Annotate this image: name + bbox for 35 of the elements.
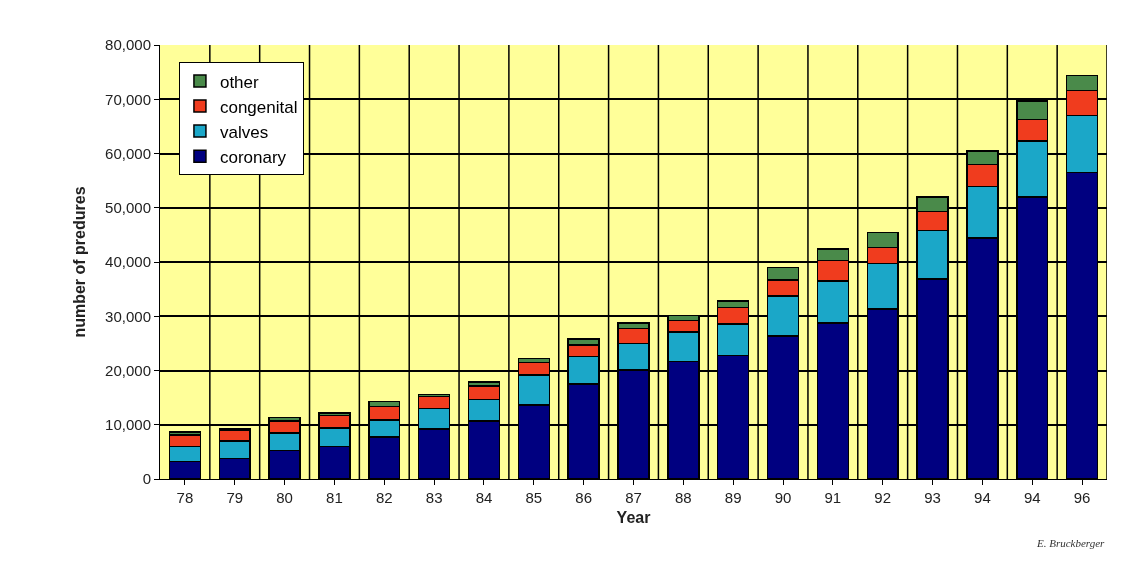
y-tick-label: 30,000 [105,307,151,325]
x-axis-title: Year [616,508,651,526]
x-tick-label: 86 [575,489,592,506]
x-tick-label: 93 [924,489,941,506]
x-tick-label: 84 [475,489,493,506]
x-tick-label: 92 [874,489,892,506]
legend-label: coronary [219,147,287,167]
y-axis-title: number of predures [71,186,89,338]
y-tick-label: 70,000 [105,90,151,108]
x-tick-label: 88 [675,489,692,506]
y-tick-label: 20,000 [105,361,151,379]
x-tick-label: 94 [974,489,991,506]
x-tick-label: 90 [774,489,792,506]
x-tick-label: 81 [326,489,343,506]
x-tick-label: 79 [226,489,244,506]
x-tick-label: 82 [375,489,393,506]
x-tick-label: 83 [425,489,443,506]
y-tick-label: 40,000 [105,253,151,271]
x-tick-label: 85 [525,489,543,506]
y-tick-label: 60,000 [105,144,151,162]
y-tick-label: 80,000 [105,36,151,54]
y-tick-label: 50,000 [105,199,151,216]
x-tick-label: 87 [625,489,642,506]
text: E. Bruckberger [1036,537,1106,549]
x-tick-label: 94 [1023,489,1041,506]
x-tick-label: 80 [276,489,293,506]
x-tick-label: 96 [1073,489,1091,506]
legend-label: valves [219,122,269,142]
x-tick-label: 89 [724,489,742,506]
y-tick-label: 10,000 [105,416,151,433]
x-tick-label: 78 [176,489,194,506]
y-tick-label: 0 [142,470,151,488]
x-tick-label: 91 [824,489,842,506]
legend-label: other [219,72,260,92]
legend-label: congenital [219,97,298,117]
